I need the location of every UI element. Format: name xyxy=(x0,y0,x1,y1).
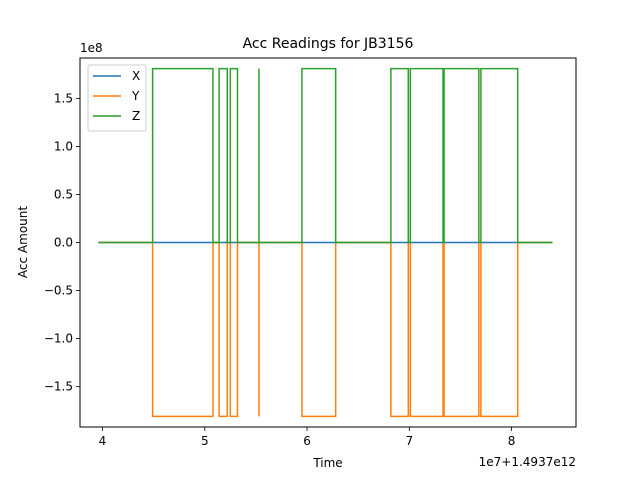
x-tick-label: 4 xyxy=(99,434,107,448)
series-layer xyxy=(98,67,553,418)
y-tick-label: 0.0 xyxy=(54,236,73,250)
y-tick-label: −0.5 xyxy=(44,284,73,298)
legend: XYZ xyxy=(87,64,147,132)
y-tick-label: −1.0 xyxy=(44,332,73,346)
y-axis: −1.5 −1.0 −0.5 0.0 0.5 1.0 1.5 xyxy=(44,91,80,394)
x-tick-label: 6 xyxy=(303,434,311,448)
y-tick-label: −1.5 xyxy=(44,380,73,394)
series-line-y xyxy=(98,241,553,418)
y-tick-label: 1.5 xyxy=(54,91,73,105)
x-axis-label: Time xyxy=(312,456,342,470)
x-tick-label: 7 xyxy=(405,434,413,448)
y-scale-label: 1e8 xyxy=(80,41,103,55)
x-axis: 4 5 6 7 8 xyxy=(99,427,516,448)
series-line-z xyxy=(98,67,553,244)
x-tick-label: 5 xyxy=(201,434,209,448)
x-tick-label: 8 xyxy=(508,434,516,448)
chart-title: Acc Readings for JB3156 xyxy=(243,36,414,52)
y-axis-label: Acc Amount xyxy=(16,206,30,278)
legend-label-y: Y xyxy=(131,89,140,103)
x-offset-label: 1e7+1.4937e12 xyxy=(479,455,576,469)
legend-label-x: X xyxy=(132,69,140,83)
legend-label-z: Z xyxy=(132,109,140,123)
y-tick-label: 1.0 xyxy=(54,139,73,153)
legend-box xyxy=(87,64,147,132)
y-tick-label: 0.5 xyxy=(54,187,73,201)
